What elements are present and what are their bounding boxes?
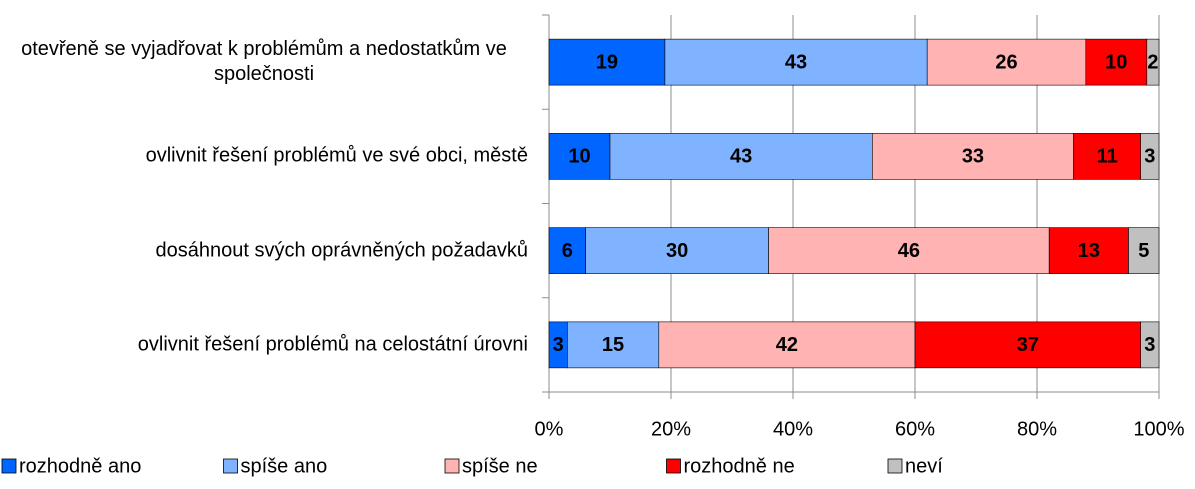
value-label: 6: [562, 240, 573, 262]
value-label: 3: [1144, 146, 1155, 168]
category-label: dosáhnout svých oprávněných požadavků: [155, 239, 528, 262]
value-label: 2: [1147, 51, 1158, 73]
bar-segment: [768, 227, 1050, 274]
value-label: 5: [1138, 240, 1149, 262]
legend-swatch: [223, 458, 238, 474]
value-label: 10: [1105, 51, 1127, 73]
legend-label: neví: [905, 455, 943, 477]
value-label: 43: [785, 51, 807, 73]
bar-segment: [548, 227, 586, 274]
x-tick-label: 40%: [773, 418, 813, 440]
bar-segment: [548, 38, 666, 86]
bar-segment: [585, 227, 769, 274]
bar-segment: [871, 133, 1074, 180]
x-tick-label: 100%: [1133, 418, 1184, 440]
legend-label: rozhodně ne: [684, 455, 795, 477]
value-label: 15: [602, 334, 624, 356]
bar-segment: [1048, 227, 1129, 274]
value-label: 46: [898, 240, 920, 262]
value-label: 42: [776, 334, 798, 356]
legend-swatch: [887, 458, 903, 474]
value-label: 19: [596, 51, 618, 73]
bar-segment: [1128, 227, 1160, 274]
x-tick-label: 60%: [895, 418, 935, 440]
legend-label: rozhodně ano: [19, 455, 141, 477]
bar-segment: [548, 133, 611, 180]
legend-swatch: [1, 458, 17, 474]
value-label: 30: [666, 240, 688, 262]
bar-segment: [609, 133, 873, 180]
value-label: 13: [1078, 240, 1100, 262]
category-label: otevřeně se vyjadřovat k problémům a ned…: [21, 38, 507, 86]
value-label: 3: [1144, 334, 1155, 356]
value-label: 10: [568, 146, 590, 168]
x-tick-label: 20%: [651, 418, 691, 440]
bar-segment: [1073, 133, 1141, 180]
bar-segment: [566, 321, 660, 369]
bar-segment: [1146, 38, 1160, 86]
x-tick-label: 0%: [535, 418, 564, 440]
value-label: 26: [995, 51, 1017, 73]
bar-segment: [658, 321, 916, 369]
bar-segment: [1140, 321, 1160, 369]
category-label: ovlivnit řešení problémů na celostátní ú…: [137, 333, 528, 356]
value-label: 43: [730, 146, 752, 168]
value-label: 3: [553, 334, 564, 356]
legend-swatch: [444, 458, 460, 474]
category-label: ovlivnit řešení problémů ve své obci, mě…: [145, 144, 528, 167]
bar-segment: [914, 321, 1141, 369]
legend-label: spíše ne: [462, 455, 538, 477]
bar-segment: [926, 38, 1087, 86]
bar-segment: [664, 38, 928, 86]
value-label: 33: [962, 146, 984, 168]
value-label: 37: [1017, 334, 1039, 356]
legend-label: spíše ano: [241, 455, 328, 477]
value-label: 11: [1097, 146, 1118, 168]
legend-swatch: [666, 458, 681, 474]
bar-segment: [1140, 133, 1160, 180]
x-tick-label: 80%: [1017, 418, 1057, 440]
